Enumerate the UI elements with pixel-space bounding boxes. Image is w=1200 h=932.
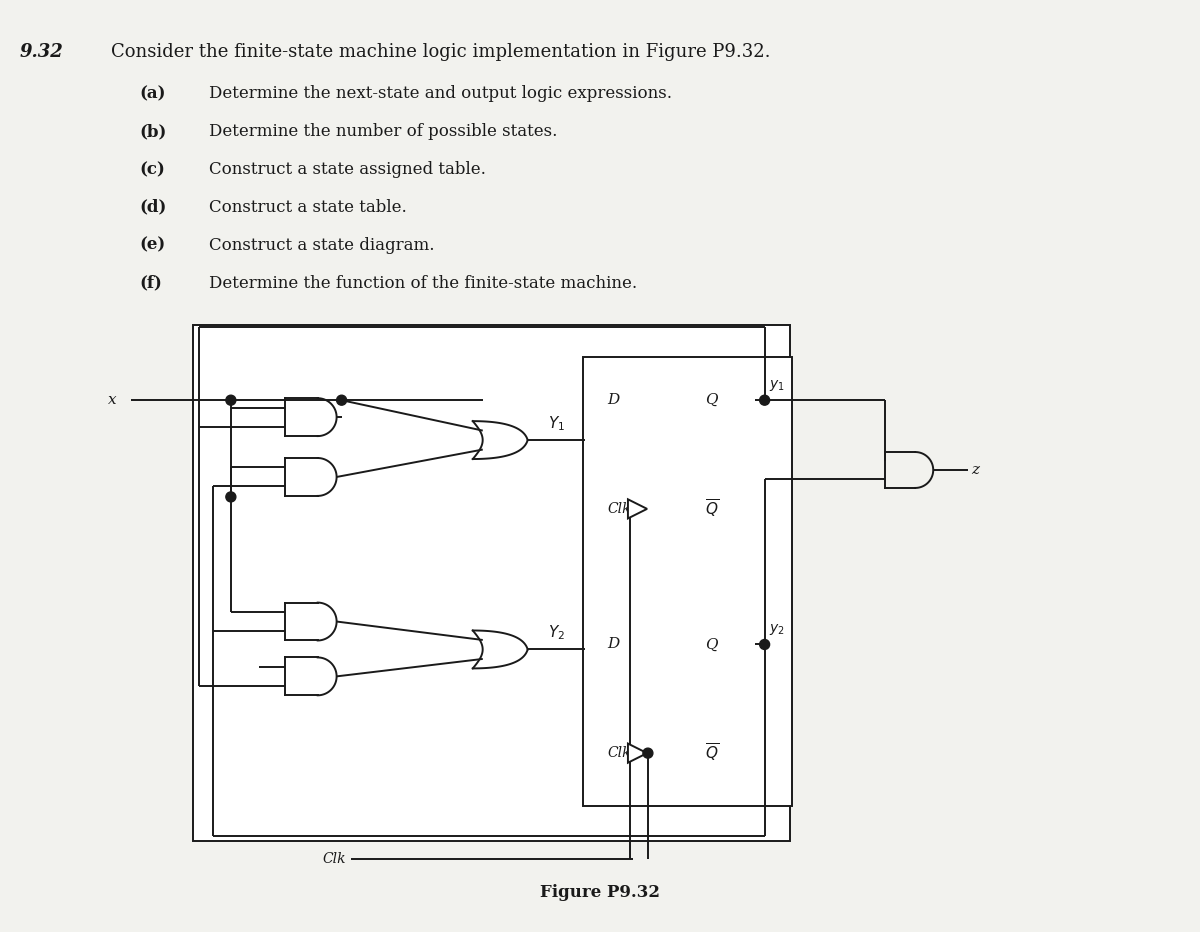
Text: $\overline{Q}$: $\overline{Q}$ [704,498,719,520]
Polygon shape [628,744,647,762]
Polygon shape [628,500,647,518]
Text: $\overline{Q}$: $\overline{Q}$ [704,742,719,764]
Text: Determine the next-state and output logic expressions.: Determine the next-state and output logi… [209,85,672,103]
Text: Q: Q [704,637,718,651]
Text: (d): (d) [139,199,167,216]
Text: $y_2$: $y_2$ [769,623,785,637]
Text: Clk: Clk [607,747,630,761]
Text: $Y_1$: $Y_1$ [548,415,565,433]
Text: Clk: Clk [322,852,346,866]
Text: (c): (c) [139,161,164,178]
Text: Determine the function of the finite-state machine.: Determine the function of the finite-sta… [209,275,637,292]
Text: Figure P9.32: Figure P9.32 [540,884,660,901]
Text: $y_1$: $y_1$ [769,378,785,393]
Text: 9.32: 9.32 [19,43,64,62]
Text: x: x [108,393,116,407]
Text: Determine the number of possible states.: Determine the number of possible states. [209,123,557,140]
Text: Construct a state assigned table.: Construct a state assigned table. [209,161,486,178]
Text: (b): (b) [139,123,167,140]
Text: Q: Q [704,393,718,407]
Circle shape [760,639,769,650]
Bar [586,607,755,801]
Text: (e): (e) [139,237,166,254]
Text: Consider the finite-state machine logic implementation in Figure P9.32.: Consider the finite-state machine logic … [112,43,770,62]
Text: $Y_2$: $Y_2$ [548,624,565,642]
Text: D: D [607,393,619,407]
Text: Construct a state table.: Construct a state table. [209,199,407,216]
Bar [193,325,790,841]
Text: Construct a state diagram.: Construct a state diagram. [209,237,434,254]
Text: (f): (f) [139,275,162,292]
Circle shape [226,492,236,502]
Bar [586,363,755,556]
Circle shape [643,748,653,758]
Text: z: z [971,463,979,477]
Circle shape [337,395,347,405]
Bar [583,357,792,806]
Text: D: D [607,637,619,651]
Circle shape [760,395,769,405]
Text: (a): (a) [139,85,166,103]
Text: Clk: Clk [607,501,630,516]
Circle shape [226,395,236,405]
